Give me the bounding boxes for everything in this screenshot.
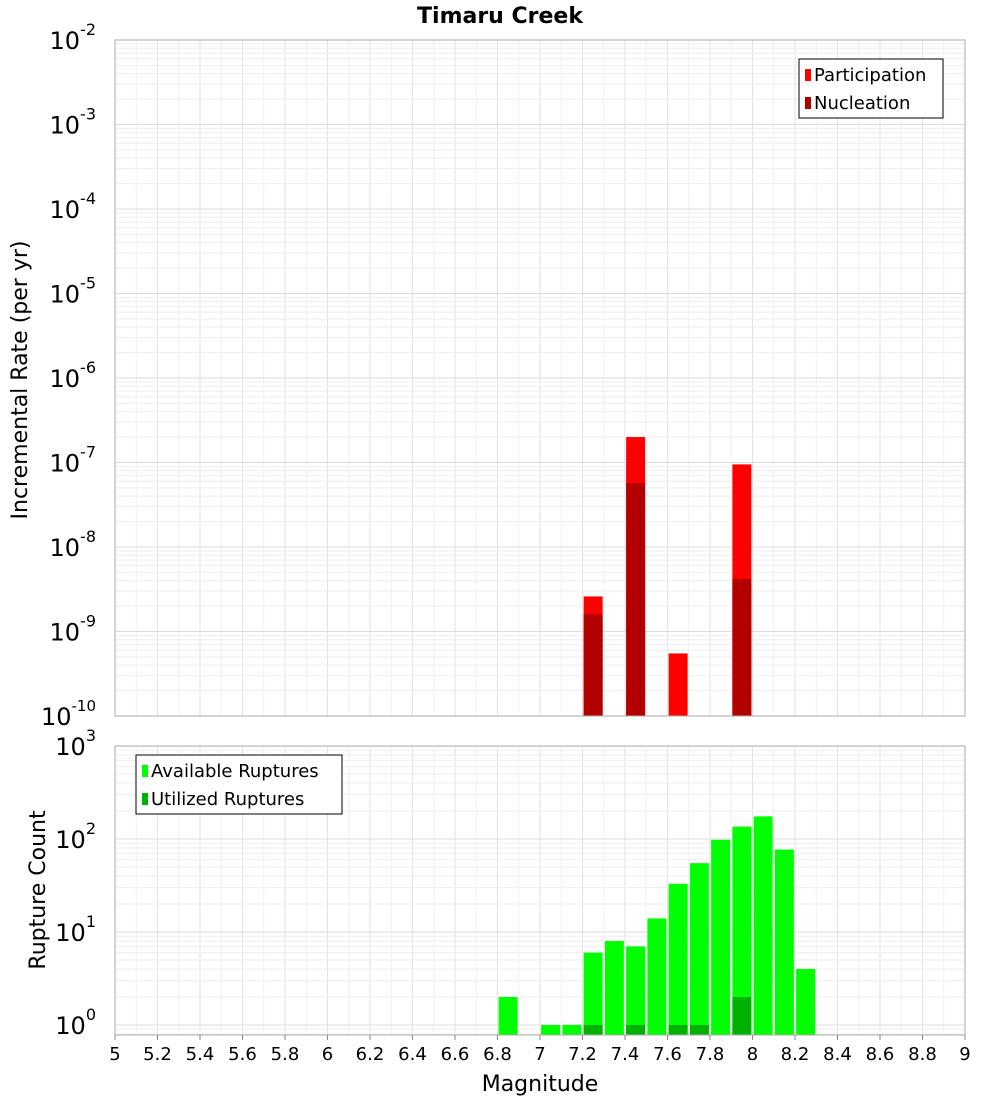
y-tick-label: 10-7 <box>50 443 97 478</box>
chart-title: Timaru Creek <box>417 4 584 29</box>
bottom-y-ticks: 100 101 102 103 <box>55 726 96 1040</box>
x-tick-label: 5.4 <box>186 1044 215 1065</box>
count-bar-a <box>668 883 688 1035</box>
x-tick-label: 6.8 <box>483 1044 512 1065</box>
top-legend: Participation Nucleation <box>798 58 944 119</box>
y-tick-label: 10-4 <box>50 189 97 224</box>
legend-swatch <box>805 97 811 109</box>
rate-bar-b <box>583 614 603 716</box>
legend-swatch <box>142 793 148 805</box>
y-tick-label: 101 <box>55 912 96 947</box>
rate-bar-b <box>732 578 752 716</box>
top-plot-border <box>114 39 966 717</box>
x-tick-label: 8.4 <box>823 1044 852 1065</box>
x-tick-label: 5 <box>109 1044 120 1065</box>
legend-label: Participation <box>814 65 926 86</box>
bottom-y-axis-label: Rupture Count <box>26 810 51 970</box>
y-tick-label: 100 <box>55 1005 96 1040</box>
top-grid <box>114 39 966 717</box>
legend-label: Available Ruptures <box>151 761 319 782</box>
count-bar-a <box>626 946 646 1035</box>
x-tick-label: 8.8 <box>908 1044 937 1065</box>
x-tick-label: 7 <box>534 1044 545 1065</box>
bottom-legend: Available Ruptures Utilized Ruptures <box>135 754 343 815</box>
x-tick-label: 7.6 <box>653 1044 682 1065</box>
x-axis-label: Magnitude <box>482 1072 599 1097</box>
legend-label: Utilized Ruptures <box>151 789 304 810</box>
x-tick-label: 6 <box>322 1044 333 1065</box>
x-tick-label: 6.2 <box>356 1044 385 1065</box>
y-tick-label: 10-9 <box>50 612 97 647</box>
legend-swatch <box>805 69 811 81</box>
count-bar-b <box>668 1024 688 1035</box>
y-tick-label: 103 <box>55 726 96 761</box>
rate-bar-b <box>626 483 646 716</box>
count-bar-a <box>541 1024 561 1035</box>
count-bar-a <box>711 839 731 1035</box>
count-bar-a <box>583 952 603 1035</box>
rate-bar-a <box>668 653 688 716</box>
count-bar-b <box>689 1024 709 1035</box>
legend-box <box>135 754 343 815</box>
count-bar-a <box>732 826 752 1035</box>
bottom-bars <box>498 816 816 1035</box>
count-bar-a <box>562 1024 582 1035</box>
count-bar-b <box>583 1024 603 1035</box>
count-bar-a <box>774 849 794 1035</box>
x-tick-label: 7.2 <box>568 1044 597 1065</box>
x-tick-label: 7.4 <box>611 1044 640 1065</box>
top-y-ticks: 10-10 10-9 10-8 10-7 10-6 10-5 10-4 10-3 10-2 <box>41 20 96 731</box>
count-bar-a <box>753 816 773 1035</box>
x-tick-label: 8 <box>747 1044 758 1065</box>
y-tick-label: 10-6 <box>50 358 97 393</box>
top-bars <box>583 437 752 716</box>
count-bar-a <box>498 996 518 1035</box>
x-tick-label: 6.4 <box>398 1044 427 1065</box>
y-tick-label: 10-8 <box>50 527 97 562</box>
x-tick-label: 9 <box>959 1044 970 1065</box>
top-y-axis-label: Incremental Rate (per yr) <box>8 241 33 520</box>
count-bar-b <box>732 996 752 1035</box>
x-ticks: 5 5.2 5.4 5.6 5.8 6 6.2 6.4 6.6 6.8 7 7.2 7.4 7.6 7.8 8… <box>109 1035 971 1065</box>
y-tick-label: 10-2 <box>50 20 97 55</box>
legend-label: Nucleation <box>814 93 910 114</box>
count-bar-a <box>796 968 816 1035</box>
y-tick-label: 10-5 <box>50 274 97 309</box>
bottom-panel: 100 101 102 103 5 5.2 5.4 5.6 5.8 6 6.2 6.4 6.6 6.8 7… <box>26 726 971 1097</box>
x-tick-label: 7.8 <box>696 1044 725 1065</box>
count-bar-b <box>626 1024 646 1035</box>
x-tick-label: 8.2 <box>781 1044 810 1065</box>
count-bar-a <box>689 863 709 1035</box>
x-tick-label: 5.8 <box>271 1044 300 1065</box>
y-tick-label: 102 <box>55 819 96 854</box>
x-tick-label: 5.2 <box>143 1044 172 1065</box>
count-bar-a <box>604 940 624 1035</box>
count-bar-a <box>647 918 667 1035</box>
y-tick-label: 10-10 <box>41 697 96 731</box>
y-tick-label: 10-3 <box>50 105 97 140</box>
top-panel: 10-10 10-9 10-8 10-7 10-6 10-5 10-4 10-3 10-2 In… <box>8 20 966 731</box>
legend-box <box>798 58 944 119</box>
x-tick-label: 8.6 <box>866 1044 895 1065</box>
x-tick-label: 6.6 <box>441 1044 470 1065</box>
x-tick-label: 5.6 <box>228 1044 257 1065</box>
legend-swatch <box>142 765 148 777</box>
